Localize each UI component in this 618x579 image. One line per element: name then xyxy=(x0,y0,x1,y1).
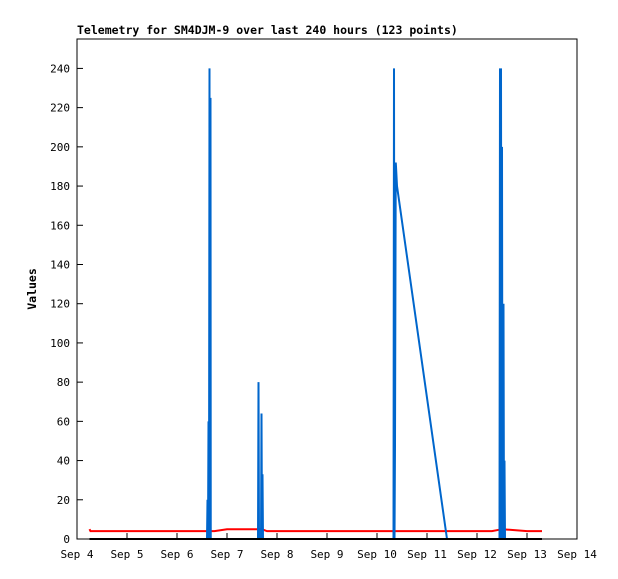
y-tick-label: 40 xyxy=(57,455,70,468)
y-tick-label: 20 xyxy=(57,494,70,507)
y-tick-label: 160 xyxy=(50,219,70,232)
x-tick-label: Sep 8 xyxy=(260,548,293,561)
series-line-0 xyxy=(88,528,542,533)
y-axis-label: Values xyxy=(25,268,39,310)
y-tick-label: 80 xyxy=(57,376,70,389)
y-tick-label: 200 xyxy=(50,141,70,154)
x-tick-label: Sep 14 xyxy=(557,548,597,561)
series-line-1 xyxy=(89,68,506,540)
x-tick-label: Sep 9 xyxy=(310,548,343,561)
y-tick-label: 220 xyxy=(50,102,70,115)
chart-title: Telemetry for SM4DJM-9 over last 240 hou… xyxy=(77,23,458,37)
y-tick-label: 100 xyxy=(50,337,70,350)
y-tick-label: 140 xyxy=(50,258,70,271)
y-tick-label: 180 xyxy=(50,180,70,193)
y-tick-label: 120 xyxy=(50,298,70,311)
x-tick-label: Sep 11 xyxy=(407,548,447,561)
x-tick-label: Sep 12 xyxy=(457,548,497,561)
y-tick-label: 60 xyxy=(57,415,70,428)
y-axis: 0 20 40 60 80 100 120 140 160 180 200 220 240 xyxy=(50,62,83,546)
x-tick-label: Sep 5 xyxy=(110,548,143,561)
series-layer xyxy=(88,68,542,540)
y-tick-label: 0 xyxy=(63,533,70,546)
x-axis: Sep 4 Sep 5 Sep 6 Sep 7 Sep 8 Sep 9 Sep 10 Sep … xyxy=(60,533,597,561)
y-tick-label: 240 xyxy=(50,62,70,75)
x-tick-label: Sep 10 xyxy=(357,548,397,561)
x-tick-label: Sep 4 xyxy=(60,548,93,561)
x-tick-label: Sep 7 xyxy=(210,548,243,561)
x-tick-label: Sep 13 xyxy=(507,548,547,561)
x-tick-label: Sep 6 xyxy=(160,548,193,561)
